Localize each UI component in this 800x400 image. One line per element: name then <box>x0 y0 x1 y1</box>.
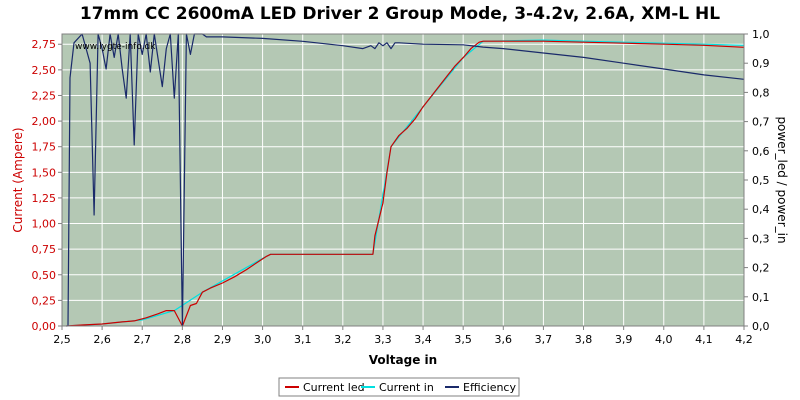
right-axis-label: power_led / power_in <box>775 116 789 243</box>
watermark-text: www.lygte-info.dk <box>75 42 156 52</box>
x-tick-label: 2,5 <box>53 333 71 346</box>
x-tick-label: 3,1 <box>294 333 312 346</box>
x-tick-label: 3,7 <box>535 333 553 346</box>
left-tick-label: 2,00 <box>32 115 57 128</box>
right-tick-label: 0,7 <box>752 116 770 129</box>
right-axis-ticks: 0,0 0,1 0,2 0,3 0,4 0,5 0,6 0,7 0,8 0,9 1,0 <box>744 28 770 333</box>
x-tick-label: 3,4 <box>414 333 432 346</box>
legend-label-current-led: Current led <box>303 381 365 394</box>
plot-frame <box>61 33 745 327</box>
right-tick-label: 0,4 <box>752 203 770 216</box>
x-axis-ticks: 2,5 2,6 2,7 2,8 2,9 3,0 3,1 3,2 3,3 3,4 3,5 3,6 3,7 3… <box>53 326 753 346</box>
x-tick-label: 2,6 <box>93 333 111 346</box>
left-axis-ticks: 0,00 0,25 0,50 0,75 1,00 1,25 1,50 1,75 2,00 2,25… <box>32 38 62 333</box>
right-tick-label: 0,2 <box>752 262 770 275</box>
left-tick-label: 2,75 <box>32 38 57 51</box>
x-tick-label: 3,0 <box>254 333 272 346</box>
grid-lines <box>61 34 745 327</box>
x-tick-label: 2,7 <box>133 333 151 346</box>
x-axis-label: Voltage in <box>369 353 437 367</box>
right-tick-label: 0,6 <box>752 145 770 158</box>
legend-label-current-in: Current in <box>379 381 434 394</box>
left-tick-label: 1,25 <box>32 192 57 205</box>
series-line-current-led <box>65 40 745 327</box>
left-tick-label: 1,50 <box>32 166 57 179</box>
x-tick-label: 4,1 <box>695 333 713 346</box>
x-tick-label: 3,3 <box>374 333 392 346</box>
left-tick-label: 0,25 <box>32 294 57 307</box>
left-tick-label: 2,50 <box>32 64 57 77</box>
series-group <box>65 33 745 327</box>
right-tick-label: 0,9 <box>752 57 770 70</box>
right-tick-label: 1,0 <box>752 28 770 41</box>
right-tick-label: 0,3 <box>752 232 770 245</box>
right-tick-label: 0,5 <box>752 174 770 187</box>
left-tick-label: 1,00 <box>32 218 57 231</box>
right-tick-label: 0,8 <box>752 86 770 99</box>
right-tick-label: 0,1 <box>752 291 770 304</box>
left-tick-label: 0,75 <box>32 243 57 256</box>
plot-area <box>62 34 744 326</box>
x-tick-label: 3,9 <box>615 333 633 346</box>
legend-box <box>278 377 520 397</box>
x-tick-label: 2,9 <box>214 333 232 346</box>
x-tick-label: 3,2 <box>334 333 352 346</box>
x-tick-label: 3,5 <box>454 333 472 346</box>
left-tick-label: 0,00 <box>32 320 57 333</box>
left-axis-label: Current (Ampere) <box>11 127 25 232</box>
chart-title: 17mm CC 2600mA LED Driver 2 Group Mode, … <box>79 4 721 24</box>
legend: Current led Current in Efficiency <box>278 377 520 397</box>
x-tick-label: 4,2 <box>735 333 753 346</box>
left-tick-label: 2,25 <box>32 89 57 102</box>
right-tick-label: 0,0 <box>752 320 770 333</box>
x-tick-label: 4,0 <box>655 333 673 346</box>
left-tick-label: 1,75 <box>32 141 57 154</box>
x-tick-label: 3,6 <box>495 333 513 346</box>
series-line-efficiency <box>67 33 745 327</box>
left-tick-label: 0,50 <box>32 269 57 282</box>
legend-label-efficiency: Efficiency <box>463 381 516 394</box>
x-tick-label: 3,8 <box>575 333 593 346</box>
series-line-current-in <box>65 39 745 327</box>
x-tick-label: 2,8 <box>174 333 192 346</box>
